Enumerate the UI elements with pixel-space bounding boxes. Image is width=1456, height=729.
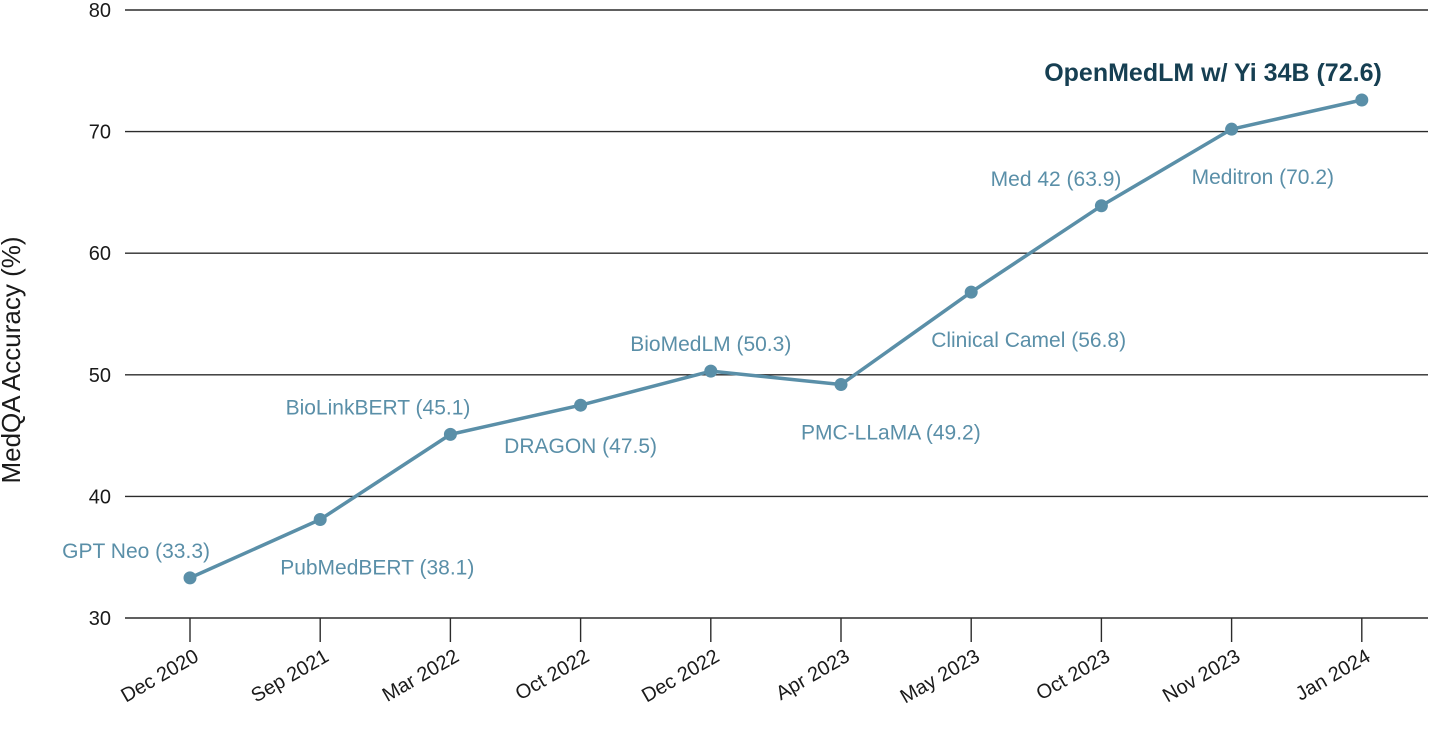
series-line [189, 98, 1363, 580]
data-label: PubMedBERT (38.1) [280, 557, 474, 580]
data-point [1225, 122, 1239, 136]
data-point [834, 378, 848, 392]
gridlines [125, 9, 1428, 619]
y-tick-label-70: 70 [89, 122, 111, 144]
y-axis-ticks: 30 40 50 60 70 80 [89, 0, 111, 630]
x-tick-label: Mar 2022 [379, 645, 463, 706]
series-polyline [189, 98, 1363, 580]
data-label: PMC-LLaMA (49.2) [801, 422, 981, 445]
x-tick-label: Apr 2023 [772, 645, 853, 705]
x-tick-label: May 2023 [897, 645, 984, 708]
data-label-highlight: OpenMedLM w/ Yi 34B (72.6) [1044, 59, 1382, 87]
y-tick-label-50: 50 [89, 365, 111, 387]
x-tick-label: Dec 2020 [117, 645, 202, 707]
data-point [1094, 199, 1108, 213]
data-points [183, 93, 1369, 585]
data-point [964, 285, 978, 299]
data-point [183, 571, 197, 585]
y-tick-label-60: 60 [89, 243, 111, 265]
x-tick-label: Nov 2023 [1159, 645, 1244, 707]
y-axis-title: MedQA Accuracy (%) [0, 236, 26, 483]
data-point [574, 398, 588, 412]
x-tick-label: Sep 2021 [248, 645, 333, 707]
data-label: BioLinkBERT (45.1) [286, 396, 471, 419]
data-point [313, 513, 327, 527]
data-label: Meditron (70.2) [1192, 166, 1334, 189]
y-tick-label-40: 40 [89, 486, 111, 508]
data-label: Med 42 (63.9) [991, 168, 1122, 191]
data-label: BioMedLM (50.3) [630, 333, 791, 356]
data-point [704, 364, 718, 378]
x-tick-label: Jan 2024 [1292, 645, 1374, 705]
data-point [1355, 93, 1369, 107]
data-label: GPT Neo (33.3) [62, 540, 210, 563]
data-label: DRAGON (47.5) [504, 435, 657, 458]
data-point [443, 427, 457, 441]
x-tick-label: Dec 2022 [638, 645, 723, 707]
x-tick-label: Oct 2023 [1033, 645, 1114, 705]
y-tick-label-80: 80 [89, 0, 111, 22]
y-tick-label-30: 30 [89, 608, 111, 630]
data-labels: GPT Neo (33.3) PubMedBERT (38.1) BioLinkBE… [62, 59, 1382, 580]
x-tick-label: Oct 2022 [512, 645, 593, 705]
x-axis-ticks: Dec 2020 Sep 2021 Mar 2022 Oct 2022 Dec 2022… [117, 618, 1374, 708]
data-label: Clinical Camel (56.8) [931, 329, 1126, 352]
